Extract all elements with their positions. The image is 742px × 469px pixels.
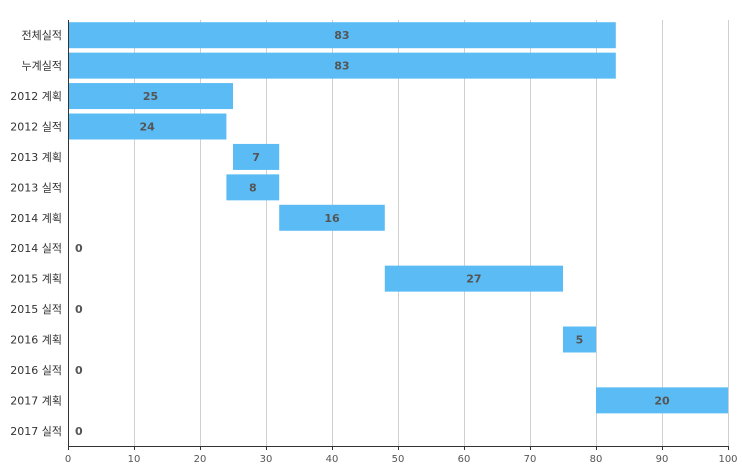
bar bbox=[596, 387, 728, 414]
bar bbox=[384, 265, 563, 292]
x-tick-label: 60 bbox=[458, 454, 471, 465]
category-label: 2012 계획 bbox=[10, 90, 62, 103]
x-tick-labels: 0 10 20 30 40 50 60 70 80 90 100 bbox=[65, 454, 738, 465]
bar bbox=[279, 204, 385, 231]
category-label: 2015 실적 bbox=[10, 303, 62, 316]
bar bbox=[68, 83, 233, 110]
bar bbox=[233, 143, 280, 170]
category-label: 2013 계획 bbox=[10, 151, 62, 164]
x-tick-label: 0 bbox=[65, 454, 71, 465]
x-tick-label: 10 bbox=[128, 454, 141, 465]
bars bbox=[68, 22, 728, 414]
bar bbox=[68, 22, 616, 49]
axes bbox=[68, 20, 729, 450]
category-label: 2016 실적 bbox=[10, 364, 62, 377]
category-label: 2014 실적 bbox=[10, 242, 62, 255]
category-label: 전체실적 bbox=[22, 29, 62, 42]
category-label: 누계실적 bbox=[22, 60, 62, 73]
data-label: 27 bbox=[466, 273, 481, 286]
data-label: 25 bbox=[143, 90, 158, 103]
bar bbox=[226, 174, 280, 201]
category-label: 2015 계획 bbox=[10, 273, 62, 286]
bar bbox=[68, 52, 616, 79]
data-label: 16 bbox=[324, 212, 340, 225]
x-tick-label: 100 bbox=[718, 454, 737, 465]
data-label: 20 bbox=[654, 394, 670, 407]
category-label: 2017 실적 bbox=[10, 425, 62, 438]
data-label: 83 bbox=[334, 60, 349, 73]
bar bbox=[563, 326, 596, 353]
x-tick-label: 40 bbox=[326, 454, 339, 465]
bar bbox=[68, 113, 227, 140]
data-label: 83 bbox=[334, 29, 349, 42]
x-tick-label: 50 bbox=[392, 454, 405, 465]
value-labels: 83 83 25 24 7 8 16 0 27 0 5 0 20 0 bbox=[75, 29, 670, 438]
category-label: 2012 실적 bbox=[10, 121, 62, 134]
category-label: 2017 계획 bbox=[10, 394, 62, 407]
category-label: 2016 계획 bbox=[10, 334, 62, 347]
category-label: 2014 계획 bbox=[10, 212, 62, 225]
x-tick-label: 80 bbox=[590, 454, 603, 465]
x-tick-label: 30 bbox=[260, 454, 273, 465]
x-tick-label: 20 bbox=[194, 454, 207, 465]
data-label: 5 bbox=[576, 334, 584, 347]
data-label: 0 bbox=[75, 303, 83, 316]
data-label: 8 bbox=[249, 181, 257, 194]
data-label: 0 bbox=[75, 425, 83, 438]
category-label: 2013 실적 bbox=[10, 181, 62, 194]
data-label: 0 bbox=[75, 364, 83, 377]
x-tick-label: 70 bbox=[524, 454, 537, 465]
x-tick-label: 90 bbox=[656, 454, 669, 465]
data-label: 7 bbox=[252, 151, 260, 164]
data-label: 24 bbox=[140, 121, 156, 134]
data-label: 0 bbox=[75, 242, 83, 255]
